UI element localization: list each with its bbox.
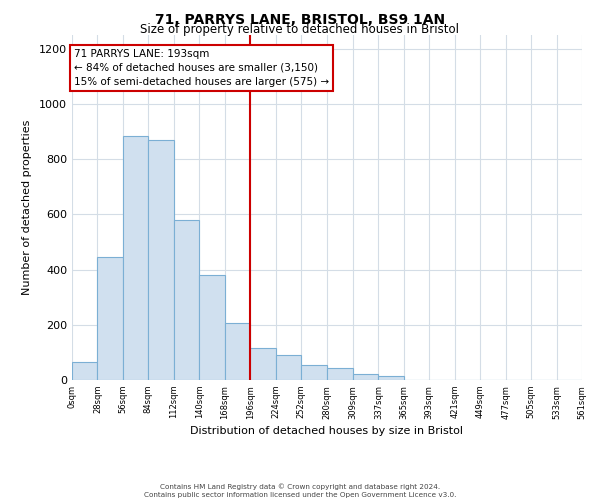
Bar: [148, 140, 174, 380]
Text: Contains HM Land Registry data © Crown copyright and database right 2024.
Contai: Contains HM Land Registry data © Crown c…: [144, 484, 456, 498]
Bar: [379, 376, 404, 380]
Text: Size of property relative to detached houses in Bristol: Size of property relative to detached ho…: [140, 22, 460, 36]
Text: 71 PARRYS LANE: 193sqm
← 84% of detached houses are smaller (3,150)
15% of semi-: 71 PARRYS LANE: 193sqm ← 84% of detached…: [74, 49, 329, 87]
Bar: [174, 220, 199, 380]
Bar: [353, 374, 379, 380]
Bar: [326, 368, 353, 380]
Y-axis label: Number of detached properties: Number of detached properties: [22, 120, 32, 295]
X-axis label: Distribution of detached houses by size in Bristol: Distribution of detached houses by size …: [191, 426, 464, 436]
Bar: [225, 324, 250, 380]
Bar: [123, 136, 148, 380]
Bar: [275, 355, 301, 380]
Text: 71, PARRYS LANE, BRISTOL, BS9 1AN: 71, PARRYS LANE, BRISTOL, BS9 1AN: [155, 12, 445, 26]
Bar: [301, 365, 326, 380]
Bar: [97, 257, 123, 380]
Bar: [199, 275, 225, 380]
Bar: [250, 348, 275, 380]
Bar: [72, 362, 97, 380]
